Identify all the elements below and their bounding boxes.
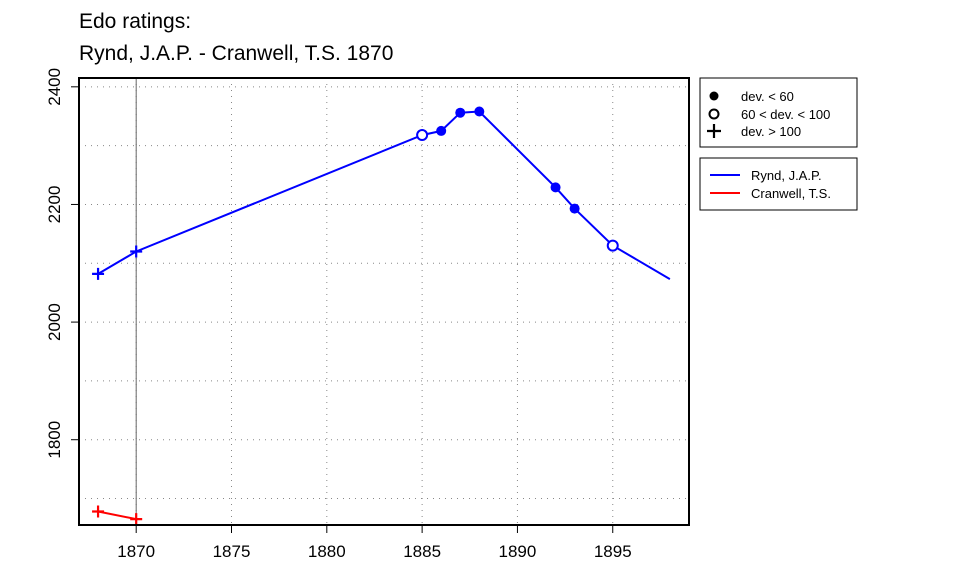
grid-layer — [79, 78, 689, 525]
symbol-legend: dev. < 60 60 < dev. < 100 dev. > 100 — [699, 77, 858, 148]
legend-symbol-label: dev. > 100 — [741, 124, 801, 139]
data-point-filled — [550, 182, 561, 193]
chart-title-line-1: Edo ratings: — [79, 10, 191, 33]
x-tick-label: 1880 — [308, 542, 346, 561]
symbol-legend-box — [699, 77, 858, 148]
legend-plus-icon — [707, 124, 721, 138]
chart-title-line-2: Rynd, J.A.P. - Cranwell, T.S. 1870 — [79, 42, 393, 65]
series-line — [97, 510, 137, 521]
data-point-filled — [474, 106, 485, 117]
x-tick-label: 1870 — [117, 542, 155, 561]
y-tick-label: 2000 — [45, 303, 64, 341]
x-tick-label: 1875 — [213, 542, 251, 561]
y-tick-label: 2400 — [45, 68, 64, 106]
data-point-plus — [92, 267, 105, 280]
data-point-plus — [130, 513, 143, 526]
plot-frame — [78, 77, 690, 526]
x-tick-label: 1890 — [499, 542, 537, 561]
data-point-open — [606, 239, 619, 252]
x-tick-label: 1895 — [594, 542, 632, 561]
data-point-filled — [455, 107, 466, 118]
data-point-plus — [130, 245, 143, 258]
legend-series-label: Cranwell, T.S. — [751, 186, 831, 201]
y-tick-label: 1800 — [45, 421, 64, 459]
x-tick-label: 1885 — [403, 542, 441, 561]
x-axis: 1870 1875 1880 1885 1890 1895 — [117, 525, 632, 561]
data-point-open — [416, 129, 429, 142]
legend-series-label: Rynd, J.A.P. — [751, 168, 822, 183]
legend-symbol-label: 60 < dev. < 100 — [741, 107, 830, 122]
legend-open-circle-icon — [708, 108, 720, 120]
y-axis: 1800 2000 2200 2400 — [45, 68, 79, 459]
y-tick-label: 2200 — [45, 186, 64, 224]
data-point-filled — [436, 125, 447, 136]
series-layer — [92, 106, 671, 526]
legend-filled-circle-icon — [709, 91, 719, 101]
series-line — [97, 110, 671, 280]
data-point-plus — [92, 505, 105, 518]
series-legend: Rynd, J.A.P. Cranwell, T.S. — [699, 157, 858, 211]
legend-symbol-label: dev. < 60 — [741, 89, 794, 104]
series-legend-box — [699, 157, 858, 211]
data-point-filled — [569, 203, 580, 214]
